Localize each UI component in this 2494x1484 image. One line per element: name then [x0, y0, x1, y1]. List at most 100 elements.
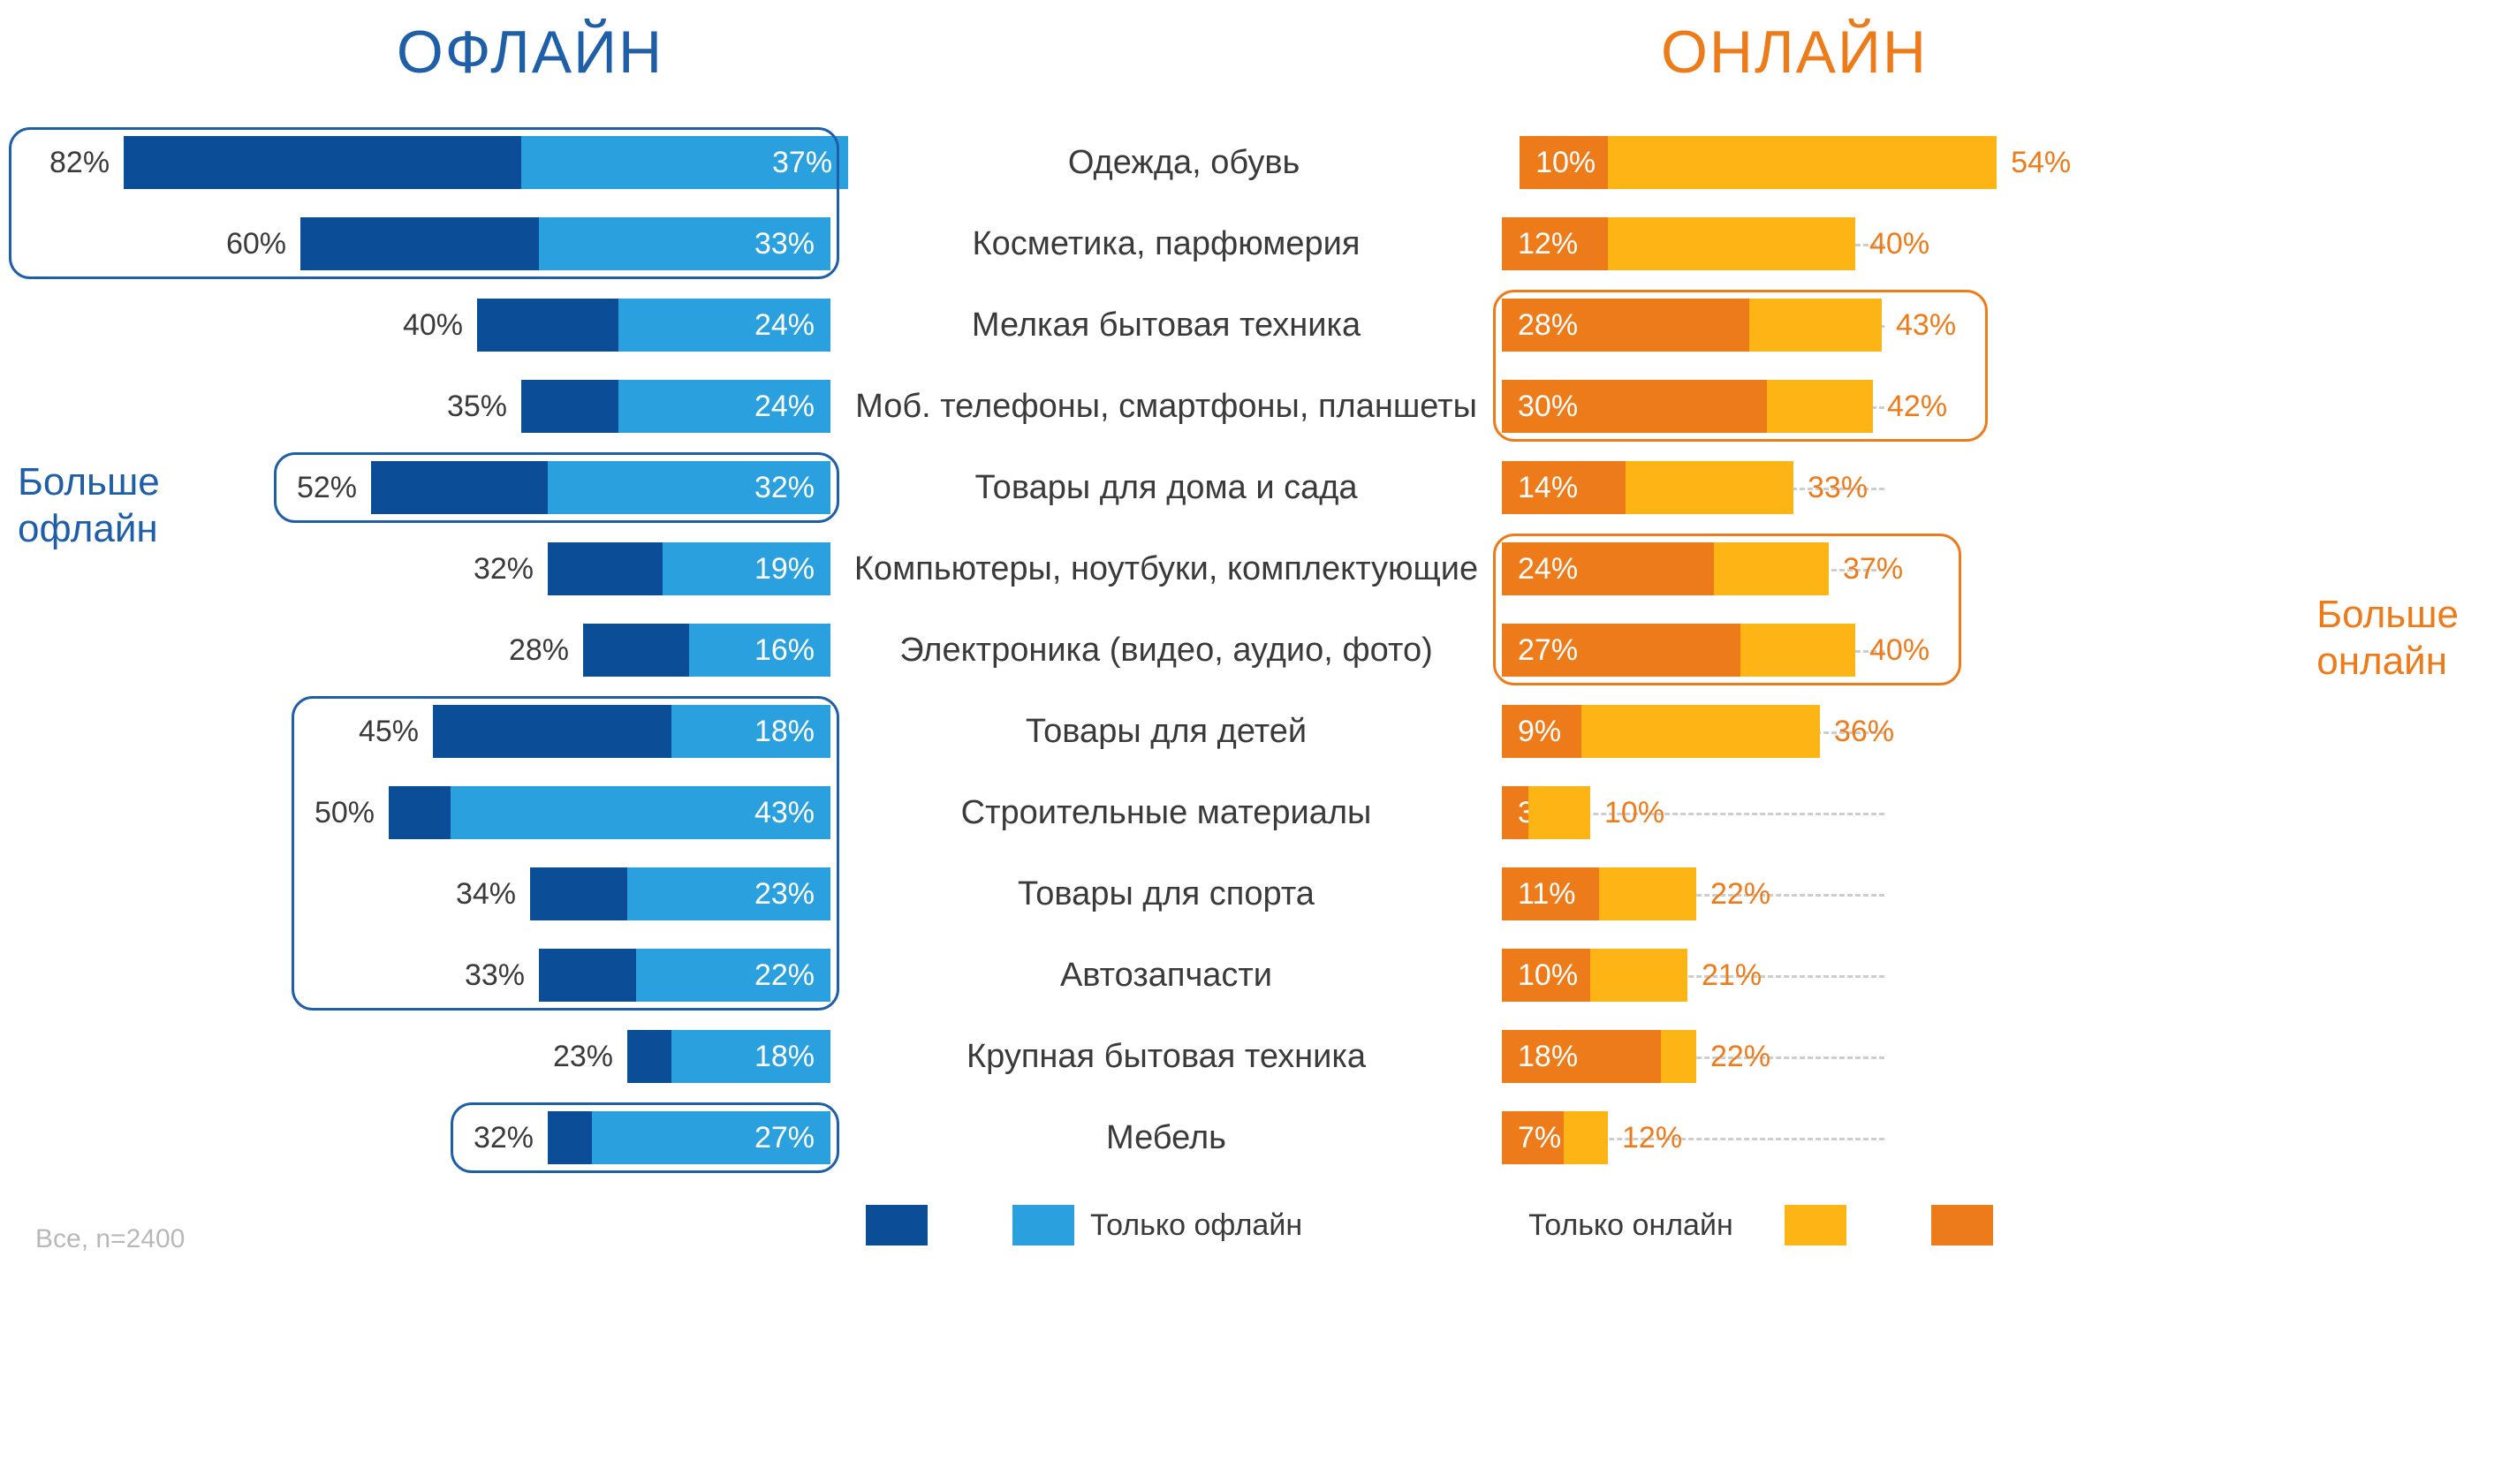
category-label: Крупная бытовая техника	[830, 1038, 1502, 1076]
right-bar-cell: 24%37%	[1502, 542, 2297, 595]
online-total-label: 37%	[1829, 552, 1917, 587]
offline-bar: 37%	[124, 136, 848, 189]
online-only-segment: 7%	[1502, 1111, 1564, 1164]
offline-only-segment: 18%	[671, 705, 830, 758]
online-total-label: 33%	[1793, 471, 1882, 505]
category-label: Мебель	[830, 1119, 1502, 1157]
offline-only-segment: 18%	[671, 1030, 830, 1083]
data-row: 23%18%Крупная бытовая техника18%22%	[35, 1016, 2459, 1097]
offline-extra-segment	[433, 705, 671, 758]
online-total-label: 22%	[1696, 877, 1785, 912]
right-bar-cell: 30% 42%	[1502, 380, 2297, 433]
offline-extra-segment	[548, 1111, 592, 1164]
data-row: 32%27%Мебель7% 12%	[35, 1097, 2459, 1178]
offline-total-label: 50%	[300, 796, 389, 830]
left-bar-cell: 33%22%	[35, 949, 830, 1002]
offline-extra-segment	[521, 380, 618, 433]
data-row: 34%23%Товары для спорта11%22%	[35, 853, 2459, 935]
offline-bar: 32%	[371, 461, 830, 514]
offline-extra-segment	[539, 949, 636, 1002]
left-bar-cell: 50%43%	[35, 786, 830, 839]
online-extra-segment	[1599, 867, 1696, 920]
offline-bar: 43%	[389, 786, 830, 839]
offline-total-label: 82%	[35, 146, 124, 180]
online-bar: 30%	[1502, 380, 1873, 433]
offline-bar: 19%	[548, 542, 830, 595]
left-bar-cell: 35%24%	[35, 380, 830, 433]
left-bar-cell: 23%18%	[35, 1030, 830, 1083]
legend-swatch-light-blue	[1012, 1205, 1074, 1246]
offline-bar: 18%	[433, 705, 830, 758]
legend-label-online: Только онлайн	[1528, 1208, 1733, 1243]
offline-total-label: 33%	[451, 958, 539, 993]
online-only-segment: 10%	[1502, 949, 1590, 1002]
online-total-label: 42%	[1873, 390, 1961, 424]
online-total-label: 10%	[1590, 796, 1679, 830]
left-bar-cell: 82%37%	[35, 136, 848, 189]
online-bar: 7%	[1502, 1111, 1608, 1164]
online-extra-segment	[1740, 624, 1855, 677]
online-total-label: 36%	[1820, 715, 1908, 749]
offline-bar: 16%	[583, 624, 830, 677]
online-total-label: 12%	[1608, 1121, 1696, 1155]
right-bar-cell: 10%21%	[1502, 949, 2297, 1002]
offline-bar: 33%	[300, 217, 830, 270]
offline-extra-segment	[477, 299, 618, 352]
online-total-label: 40%	[1855, 227, 1944, 261]
left-bar-cell: 32%27%	[35, 1111, 830, 1164]
left-bar-cell: 60%33%	[35, 217, 830, 270]
online-bar: 12%	[1502, 217, 1855, 270]
chart-container: ОФЛАЙН ОНЛАЙН Больше офлайн Больше онлай…	[35, 18, 2459, 1246]
offline-only-segment: 23%	[627, 867, 830, 920]
offline-bar: 22%	[539, 949, 830, 1002]
online-extra-segment	[1608, 217, 1855, 270]
online-only-segment: 3%	[1502, 786, 1528, 839]
right-bar-cell: 7% 12%	[1502, 1111, 2297, 1164]
online-extra-segment	[1581, 705, 1820, 758]
offline-only-segment: 27%	[592, 1111, 830, 1164]
category-label: Мелкая бытовая техника	[830, 307, 1502, 344]
offline-total-label: 32%	[459, 552, 548, 587]
right-bar-cell: 12% 40%	[1502, 217, 2297, 270]
offline-bar: 27%	[548, 1111, 830, 1164]
online-bar: 14%	[1502, 461, 1793, 514]
offline-total-label: 34%	[442, 877, 530, 912]
right-bar-cell: 3% 10%	[1502, 786, 2297, 839]
data-row: 50%43%Строительные материалы3%10%	[35, 772, 2459, 853]
online-only-segment: 12%	[1502, 217, 1608, 270]
online-only-segment: 30%	[1502, 380, 1767, 433]
online-only-segment: 27%	[1502, 624, 1740, 677]
online-bar: 27%	[1502, 624, 1855, 677]
offline-extra-segment	[627, 1030, 671, 1083]
online-extra-segment	[1528, 786, 1590, 839]
data-row: 28%16%Электроника (видео, аудио, фото)27…	[35, 610, 2459, 691]
category-label: Товары для дома и сада	[830, 469, 1502, 507]
data-row: 82%37%Одежда, обувь10%54%	[35, 122, 2459, 203]
data-row: 32%19%Компьютеры, ноутбуки, комплектующи…	[35, 528, 2459, 610]
title-online: ОНЛАЙН	[1502, 18, 2459, 87]
offline-bar: 24%	[477, 299, 830, 352]
category-label: Электроника (видео, аудио, фото)	[830, 632, 1502, 670]
header-row: ОФЛАЙН ОНЛАЙН	[35, 18, 2459, 87]
category-label: Товары для спорта	[830, 875, 1502, 913]
offline-bar: 18%	[627, 1030, 830, 1083]
offline-extra-segment	[530, 867, 627, 920]
online-bar: 28%	[1502, 299, 1882, 352]
online-bar: 9%	[1502, 705, 1820, 758]
offline-extra-segment	[583, 624, 689, 677]
left-bar-cell: 34% 23%	[35, 867, 830, 920]
online-extra-segment	[1608, 136, 1997, 189]
data-row: 35%24%Моб. телефоны, смартфоны, планшеты…	[35, 366, 2459, 447]
offline-total-label: 28%	[495, 633, 583, 668]
data-row: 40%24%Мелкая бытовая техника28%43%	[35, 284, 2459, 366]
legend: Только офлайн Только онлайн Все, n=2400	[35, 1205, 2459, 1246]
online-bar: 18%	[1502, 1030, 1696, 1083]
right-bar-cell: 9% 36%	[1502, 705, 2297, 758]
online-only-segment: 9%	[1502, 705, 1581, 758]
right-bar-cell: 28%43%	[1502, 299, 2297, 352]
online-extra-segment	[1564, 1111, 1608, 1164]
category-label: Одежда, обувь	[848, 144, 1520, 182]
online-bar: 10%	[1520, 136, 1997, 189]
offline-total-label: 40%	[389, 308, 477, 343]
online-total-label: 54%	[1997, 146, 2085, 180]
